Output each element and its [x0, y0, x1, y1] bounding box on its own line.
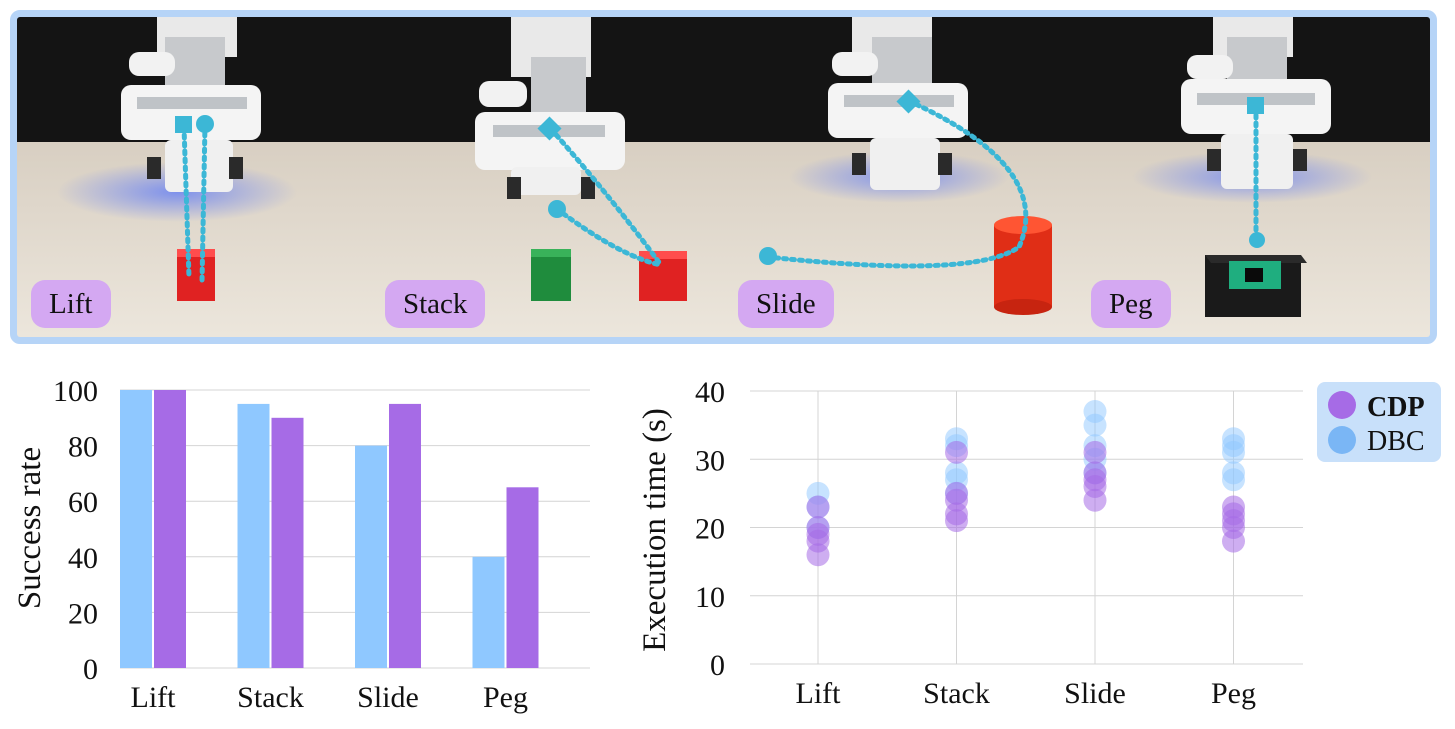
- task-label-lift: Lift: [31, 280, 111, 328]
- scatter-chart-x-tick-labels: Lift Stack Slide Peg: [796, 677, 1257, 710]
- task-label-stack: Stack: [385, 280, 486, 328]
- legend-swatch-dbc: [1328, 426, 1356, 454]
- scatter-point-cdp-10: [1083, 440, 1107, 464]
- bar-x-tick-peg: Peg: [483, 681, 528, 714]
- scatter-chart-y-tick-labels: 0 10 20 30 40: [695, 376, 725, 682]
- task-label-slide: Slide: [738, 280, 834, 328]
- scatter-y-tick-20: 20: [695, 513, 725, 546]
- bar-dbc-slide: [355, 445, 387, 668]
- bar-x-tick-lift: Lift: [131, 681, 177, 714]
- bar-cdp-slide: [389, 403, 421, 668]
- scatter-point-cdp-4: [806, 543, 830, 567]
- execution-time-scatter-chart: 0 10 20 30 40 Lift Stack Slide Peg Execution ti…: [637, 376, 1441, 710]
- scatter-point-dbc-9: [1083, 413, 1107, 437]
- bar-y-tick-100: 100: [53, 375, 98, 408]
- bar-dbc-lift: [120, 390, 152, 668]
- bar-y-tick-80: 80: [68, 431, 98, 464]
- scatter-series-cdp: [806, 440, 1245, 567]
- bar-chart-x-tick-labels: Lift Stack Slide Peg: [131, 681, 529, 714]
- task-photo-strip: Lift: [10, 10, 1437, 344]
- scatter-x-tick-lift: Lift: [796, 677, 842, 710]
- scatter-chart-legend: CDP DBC: [1317, 382, 1441, 462]
- lift-scene-illustration: [17, 17, 371, 337]
- bar-y-tick-40: 40: [68, 542, 98, 575]
- scatter-x-tick-peg: Peg: [1211, 677, 1256, 710]
- scatter-point-cdp-0: [806, 495, 830, 519]
- scatter-point-cdp-9: [945, 509, 968, 533]
- stack-scene-illustration: [371, 17, 724, 337]
- scatter-x-tick-stack: Stack: [923, 677, 990, 710]
- scatter-point-cdp-5: [945, 440, 968, 464]
- legend-label-cdp: CDP: [1367, 392, 1425, 423]
- scatter-y-tick-0: 0: [710, 649, 725, 682]
- bar-chart-y-axis-label: Success rate: [12, 447, 48, 609]
- bar-y-tick-20: 20: [68, 597, 98, 630]
- bar-cdp-lift: [154, 390, 186, 668]
- photo-panel-lift: Lift: [17, 17, 371, 337]
- bar-chart-bars: [120, 390, 539, 668]
- scatter-y-tick-30: 30: [695, 444, 725, 477]
- scatter-series-dbc: [806, 399, 1245, 539]
- scatter-x-tick-slide: Slide: [1064, 677, 1126, 710]
- bar-dbc-peg: [472, 556, 505, 668]
- bar-cdp-peg: [506, 487, 539, 668]
- bar-x-tick-slide: Slide: [357, 681, 419, 714]
- scatter-y-tick-10: 10: [695, 581, 725, 614]
- success-rate-bar-chart: 0 20 40 60 80 100 Lift Stack Slide Peg Success r…: [12, 375, 590, 714]
- legend-swatch-cdp: [1328, 391, 1356, 419]
- scatter-chart-gridlines: [750, 390, 1303, 665]
- scatter-point-cdp-14: [1083, 488, 1107, 512]
- scatter-point-cdp-19: [1222, 529, 1245, 553]
- scatter-point-dbc-15: [1222, 440, 1245, 464]
- photo-panel-peg: Peg: [1077, 17, 1430, 337]
- task-label-peg: Peg: [1091, 280, 1171, 328]
- bar-chart-y-tick-labels: 0 20 40 60 80 100: [53, 375, 98, 686]
- bar-dbc-stack: [237, 403, 270, 668]
- bar-y-tick-0: 0: [83, 653, 98, 686]
- scatter-y-tick-40: 40: [695, 376, 725, 409]
- scatter-point-dbc-17: [1222, 468, 1245, 492]
- scatter-chart-y-axis-label: Execution time (s): [637, 408, 673, 652]
- legend-label-dbc: DBC: [1367, 426, 1425, 457]
- photo-panel-stack: Stack: [371, 17, 724, 337]
- bar-x-tick-stack: Stack: [237, 681, 304, 714]
- bar-cdp-stack: [271, 417, 304, 668]
- bar-y-tick-60: 60: [68, 486, 98, 519]
- photo-panel-slide: Slide: [724, 17, 1077, 337]
